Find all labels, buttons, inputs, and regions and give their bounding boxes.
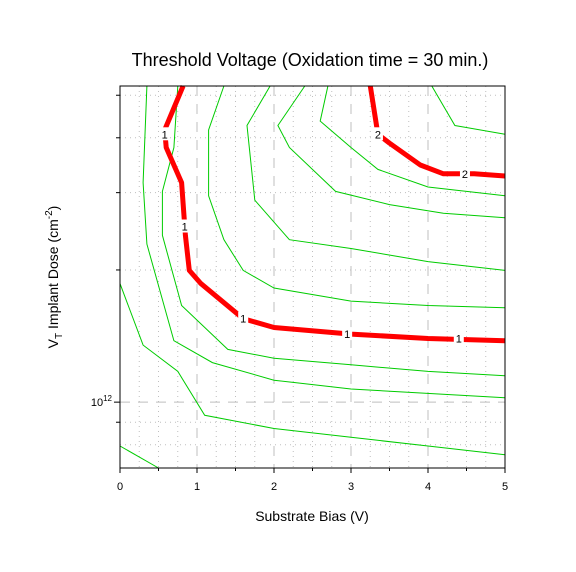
contour-line [208,85,506,309]
contour-level-label: 1 [344,329,350,341]
y-axis-ticks: 1012 [91,94,120,423]
contour-label-background [453,331,464,345]
contour-label-background [238,311,249,325]
contour-line [119,445,159,469]
x-tick-label: 1 [194,481,200,493]
x-tick-label: 3 [348,481,354,493]
grid-lines [120,86,505,468]
y-tick-label: 1012 [91,394,113,409]
contour-level-label: 1 [182,222,188,234]
chart-title: Threshold Voltage (Oxidation time = 30 m… [132,50,489,70]
contour-line [142,85,506,399]
contour-label-background [372,127,383,141]
contour-level-label: 1 [240,314,246,326]
y-axis-label-rest: Implant Dose (cm [45,219,61,333]
y-axis-label-sub: T [54,333,65,339]
contour-level-label: 1 [456,333,462,345]
y-axis-label-sup: -2 [44,210,55,219]
x-axis-ticks: 0 1 2 3 4 5 [117,468,508,493]
contour-lines [119,85,506,469]
contour-line [161,85,506,377]
highlight-contour-line [162,85,506,344]
contour-line [246,85,506,271]
y-axis-label: VT Implant Dose (cm-2) [44,206,65,349]
contour-labels: 1 1 1 1 1 2 2 [159,127,470,345]
contour-label-background [342,327,353,341]
contour-line [431,85,506,135]
x-tick-label: 0 [117,481,123,493]
x-axis-label: Substrate Bias (V) [255,508,369,524]
contour-line [319,85,506,197]
x-tick-label: 2 [271,481,277,493]
contour-line [277,85,506,219]
x-tick-label: 5 [502,481,508,493]
y-axis-label-end: ) [45,206,61,211]
x-tick-label: 4 [425,481,431,493]
y-axis-label-main: V [45,338,61,348]
contour-line [119,283,506,456]
contour-label-background [459,166,470,180]
contour-level-label: 2 [462,169,468,181]
contour-level-label: 2 [375,129,381,141]
contour-level-label: 1 [162,129,168,141]
contour-label-background [179,219,190,233]
contour-label-background [159,127,170,141]
